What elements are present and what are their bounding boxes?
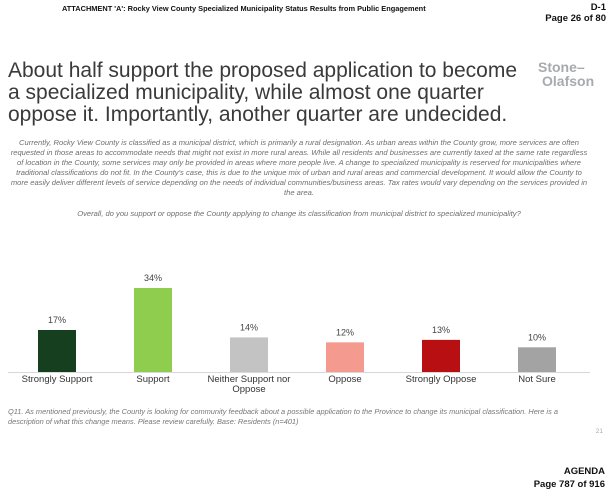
bar-6 [518,347,556,372]
value-label-4: 12% [336,327,354,337]
category-label-1: Strongly Support [22,374,93,385]
value-label-1: 17% [48,315,66,325]
page-number-bottom: Page 787 of 916 [533,479,605,490]
logo-line-2: Olafson [542,73,595,89]
stone-olafson-logo: Stone– Olafson [538,60,608,88]
agenda-label: AGENDA [563,466,605,477]
category-label-3-line-2: Oppose [232,384,265,395]
bar-2 [134,288,172,372]
category-label-2: Support [136,374,170,385]
category-label-3-line-1: Neither Support nor [208,374,291,385]
logo-line-1: Stone– [538,59,585,75]
slide-headline: About half support the proposed applicat… [8,59,518,126]
bar-3 [230,337,268,372]
value-label-6: 10% [528,332,546,342]
attachment-header: ATTACHMENT 'A': Rocky View County Specia… [62,4,426,13]
value-label-5: 13% [432,325,450,335]
support-oppose-bar-chart: 17% Strongly Support 34% Support 14% Neither … [8,273,590,395]
value-label-3: 14% [240,322,258,332]
category-label-6: Not Sure [518,374,556,385]
value-label-2: 34% [144,273,162,283]
survey-question: Overall, do you support or oppose the Co… [77,209,521,218]
bar-5 [422,339,460,372]
category-label-5: Strongly Oppose [406,374,477,385]
category-label-4: Oppose [328,374,361,385]
bar-4 [326,342,364,372]
document-id: D-1 [590,2,606,13]
slide-number: 21 [595,428,603,435]
question-footnote: Q11. As mentioned previously, the County… [8,407,558,426]
page-number-top: Page 26 of 80 [545,13,606,24]
context-description: Currently, Rocky View County is classifi… [10,138,588,197]
bar-1 [38,330,76,372]
